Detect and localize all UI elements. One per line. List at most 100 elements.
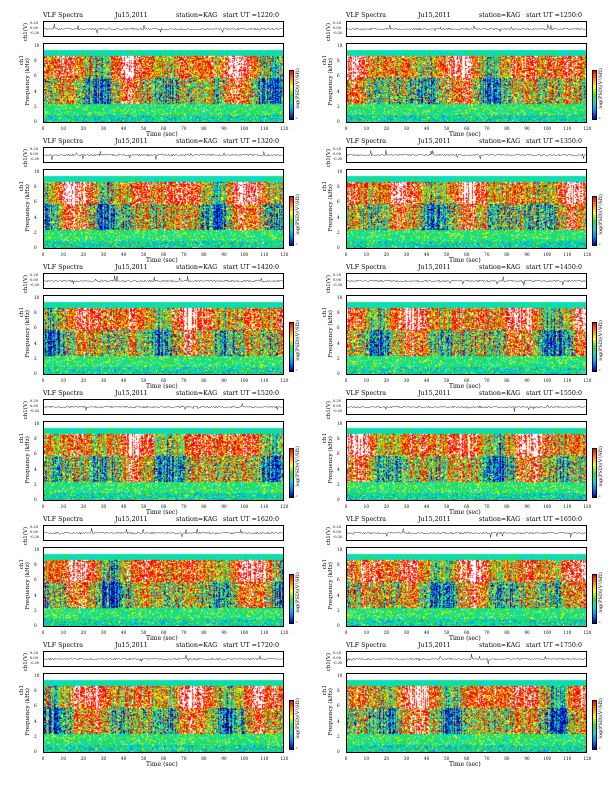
panel-station: station=KAG	[479, 642, 521, 649]
spectrogram-y-tick-label: 2	[34, 355, 37, 361]
x-tick-label: 30	[403, 504, 410, 509]
x-tick-label: 0	[41, 756, 45, 761]
waveform-y-tick-label: -0.20	[30, 157, 40, 162]
panel-station: station=KAG	[479, 264, 521, 271]
spectrogram-y-tick-label: 4	[34, 88, 37, 94]
colorbar-tick-label: 1	[598, 574, 600, 578]
x-tick-label: 90	[221, 378, 227, 383]
spectrogram-y-tick-label: 2	[34, 733, 37, 739]
spectrogram-y-axis-label: Frequency (kHz)	[328, 310, 334, 358]
colorbar-label: log(PSD)(V²/Hz)	[295, 572, 301, 613]
x-axis-label: Time (sec)	[146, 509, 178, 516]
colorbar-tick-label: 1	[295, 322, 297, 326]
spectrogram-y-tick-label: 4	[337, 88, 340, 94]
x-tick-label: 110	[260, 126, 269, 131]
spectrogram-y-tick-label: 2	[337, 733, 340, 739]
waveform-trace	[347, 404, 586, 412]
x-tick-label: 50	[141, 126, 147, 131]
colorbar-tick-label: -1	[598, 368, 601, 372]
spectrogram-y-tick-label: 8	[34, 58, 37, 64]
x-tick-label: 50	[141, 504, 147, 509]
spectrogram-image	[347, 674, 586, 752]
x-tick-label: 10	[363, 252, 370, 257]
waveform-trace	[44, 151, 283, 160]
spectrogram-y-tick-label: 0	[34, 119, 37, 124]
panel-date: Ju15,2011	[115, 516, 148, 523]
spectrogram-image	[347, 548, 586, 626]
waveform-plot	[346, 273, 587, 289]
colorbar-tick-label: 1	[598, 196, 600, 200]
waveform-y-tick-label: 0.00	[30, 404, 39, 409]
spectrogram-y-tick-label: 0	[337, 497, 340, 502]
waveform-y-tick-label: -0.20	[333, 157, 343, 162]
x-tick-label: 0	[344, 126, 348, 131]
x-tick-label: 40	[120, 252, 127, 257]
x-tick-label: 30	[100, 252, 107, 257]
x-tick-label: 110	[563, 504, 572, 509]
waveform-plot	[43, 147, 284, 163]
spectrogram-image	[44, 44, 283, 122]
x-tick-label: 60	[464, 504, 470, 509]
spectrogram-y-tick-label: 8	[337, 58, 340, 64]
waveform-trace	[44, 275, 283, 284]
x-tick-label: 120	[583, 126, 592, 131]
spectrogram-y-tick-label: 4	[337, 340, 340, 346]
waveform-y-tick-label: -0.20	[333, 409, 343, 414]
x-tick-label: 40	[423, 504, 430, 509]
x-tick-label: 0	[41, 504, 45, 509]
x-tick-label: 120	[583, 756, 592, 761]
colorbar	[592, 196, 597, 246]
spectrogram-y-tick-label: 8	[337, 310, 340, 316]
spectrogram-y-tick-label: 10	[337, 169, 343, 174]
panel-station: station=KAG	[176, 390, 218, 397]
x-tick-label: 10	[363, 378, 370, 383]
panel-start-time: start UT =1350:0	[526, 138, 582, 145]
waveform-y-tick-label: 0.00	[333, 152, 342, 157]
x-axis-label: Time (sec)	[449, 761, 481, 768]
waveform-svg	[44, 655, 283, 663]
panel-date: Ju15,2011	[115, 138, 148, 145]
x-tick-label: 110	[260, 378, 269, 383]
spectrogram-y-tick-label: 0	[34, 371, 37, 376]
spectrogram-y-axis-label: Frequency (kHz)	[25, 562, 31, 610]
spectrogram-plot	[43, 673, 284, 753]
waveform-svg	[347, 404, 586, 412]
colorbar-label: log(PSD)(V²/Hz)	[598, 446, 604, 487]
spectrogram-y-tick-label: 10	[337, 673, 343, 678]
x-tick-label: 40	[120, 378, 127, 383]
colorbar-tick-label: 1	[598, 70, 600, 74]
spectrogram-plot	[43, 547, 284, 627]
spectrogram-y-tick-label: 6	[337, 73, 340, 79]
spectrogram-image	[44, 170, 283, 248]
x-tick-label: 30	[100, 126, 107, 131]
x-tick-label: 100	[240, 252, 249, 257]
x-tick-label: 10	[60, 252, 67, 257]
colorbar-tick-label: -1	[598, 242, 601, 246]
spectrogram-panel: VLF Spectra Ju15,2011 station=KAG start UT …	[306, 10, 606, 138]
x-tick-label: 110	[260, 504, 269, 509]
spectrogram-plot	[346, 43, 587, 123]
waveform-y-axis-label: ch1(V)	[23, 653, 29, 672]
x-tick-label: 120	[280, 756, 289, 761]
colorbar-tick-label: 1	[598, 322, 600, 326]
x-tick-label: 90	[221, 504, 227, 509]
spectrogram-y-tick-label: 10	[34, 547, 40, 552]
x-tick-label: 30	[403, 756, 410, 761]
spectrogram-panel: VLF Spectra Ju15,2011 station=KAG start UT …	[306, 388, 606, 516]
colorbar-tick-label: -1	[295, 746, 298, 750]
waveform-y-tick-label: 0.00	[333, 278, 342, 283]
spectrogram-panel: VLF Spectra Ju15,2011 station=KAG start UT …	[3, 136, 303, 264]
spectrogram-y-tick-label: 10	[34, 673, 40, 678]
spectrogram-y-tick-label: 6	[337, 451, 340, 457]
x-tick-label: 70	[181, 630, 187, 635]
x-tick-label: 90	[221, 756, 227, 761]
waveform-y-axis-label: ch1(V)	[326, 653, 332, 672]
waveform-plot	[43, 651, 284, 667]
panel-station: station=KAG	[176, 12, 218, 19]
waveform-y-tick-label: 0.20	[333, 651, 342, 655]
x-tick-label: 50	[444, 252, 450, 257]
spectrogram-panel: VLF Spectra Ju15,2011 station=KAG start UT …	[3, 10, 303, 138]
waveform-y-tick-label: 0.20	[333, 21, 342, 25]
panel-date: Ju15,2011	[418, 12, 451, 19]
spectrogram-plot	[43, 421, 284, 501]
